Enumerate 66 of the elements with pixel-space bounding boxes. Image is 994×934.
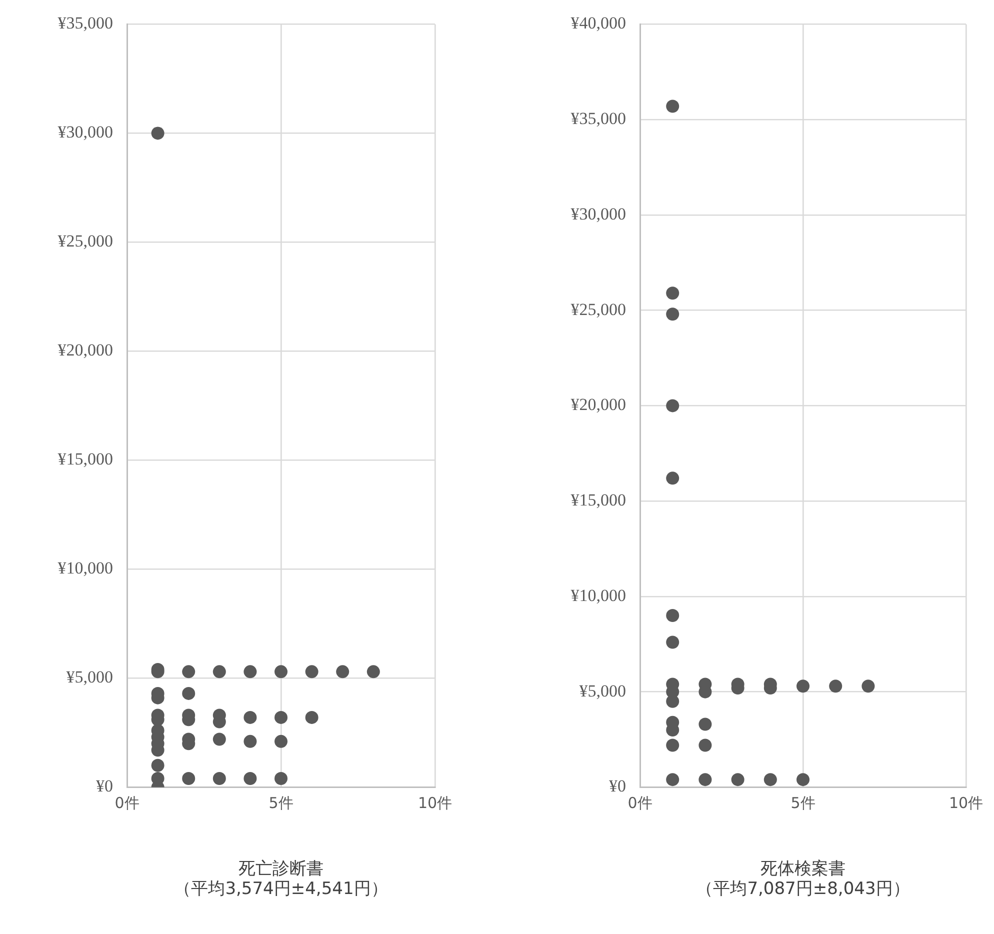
y-tick-label: ¥20,000 xyxy=(570,395,626,414)
point xyxy=(796,680,810,693)
point xyxy=(305,710,318,724)
y-tick-label: ¥40,000 xyxy=(570,14,626,33)
point xyxy=(666,308,680,321)
y-tick-label: ¥15,000 xyxy=(58,450,113,469)
point xyxy=(305,665,318,678)
point xyxy=(182,665,196,678)
text: （平均7,087円±8,043円） xyxy=(696,879,910,900)
y-tick-label: ¥5,000 xyxy=(579,681,626,700)
point xyxy=(666,636,680,649)
y-tick-label: ¥10,000 xyxy=(58,558,113,578)
point xyxy=(244,734,257,748)
x-axis-title: 死亡診断書 xyxy=(238,858,324,879)
y-tick-label: ¥0 xyxy=(609,776,626,796)
x-tick-label: 0件 xyxy=(114,794,140,812)
point xyxy=(244,710,257,724)
y-tick-label: ¥15,000 xyxy=(570,490,626,510)
point xyxy=(182,686,196,700)
point xyxy=(151,758,164,772)
point xyxy=(274,710,288,724)
point xyxy=(666,738,680,752)
y-tick-label: ¥20,000 xyxy=(58,340,113,360)
x-tick-label: 10件 xyxy=(418,794,452,812)
point xyxy=(698,773,712,786)
point xyxy=(698,738,712,752)
point xyxy=(666,773,680,786)
y-tick-label: ¥5,000 xyxy=(66,668,113,687)
y-tick-label: ¥25,000 xyxy=(58,232,113,251)
y-tick-label: ¥35,000 xyxy=(570,109,626,128)
y-tick-label: ¥0 xyxy=(96,776,113,796)
point xyxy=(151,126,164,140)
point xyxy=(212,665,226,678)
y-tick-label: ¥10,000 xyxy=(570,586,626,605)
point xyxy=(666,286,680,300)
point xyxy=(244,665,257,678)
point xyxy=(666,609,680,622)
point xyxy=(274,665,288,678)
point xyxy=(274,772,288,785)
point xyxy=(731,773,744,786)
point xyxy=(274,734,288,748)
x-tick-label: 0件 xyxy=(628,794,652,812)
x-axis-title: 死体検案書 xyxy=(760,858,846,879)
point xyxy=(212,732,226,746)
point xyxy=(796,773,810,786)
point xyxy=(366,665,380,678)
point xyxy=(698,718,712,731)
point xyxy=(764,773,777,786)
y-tick-label: ¥35,000 xyxy=(58,14,113,33)
point xyxy=(666,472,680,485)
text: （平均3,574円±4,541円） xyxy=(174,879,388,900)
y-tick-label: ¥25,000 xyxy=(570,300,626,319)
point xyxy=(862,680,875,693)
x-tick-label: 10件 xyxy=(948,794,984,812)
point xyxy=(244,772,257,785)
point xyxy=(336,665,350,678)
x-tick-label: 5件 xyxy=(790,794,816,812)
point xyxy=(666,100,680,113)
point xyxy=(666,694,680,708)
point xyxy=(212,772,226,785)
y-tick-label: ¥30,000 xyxy=(58,122,113,142)
y-tick-label: ¥30,000 xyxy=(570,204,626,224)
point xyxy=(829,680,842,693)
x-tick-label: 5件 xyxy=(268,794,294,812)
point xyxy=(666,399,680,412)
point xyxy=(182,772,196,785)
